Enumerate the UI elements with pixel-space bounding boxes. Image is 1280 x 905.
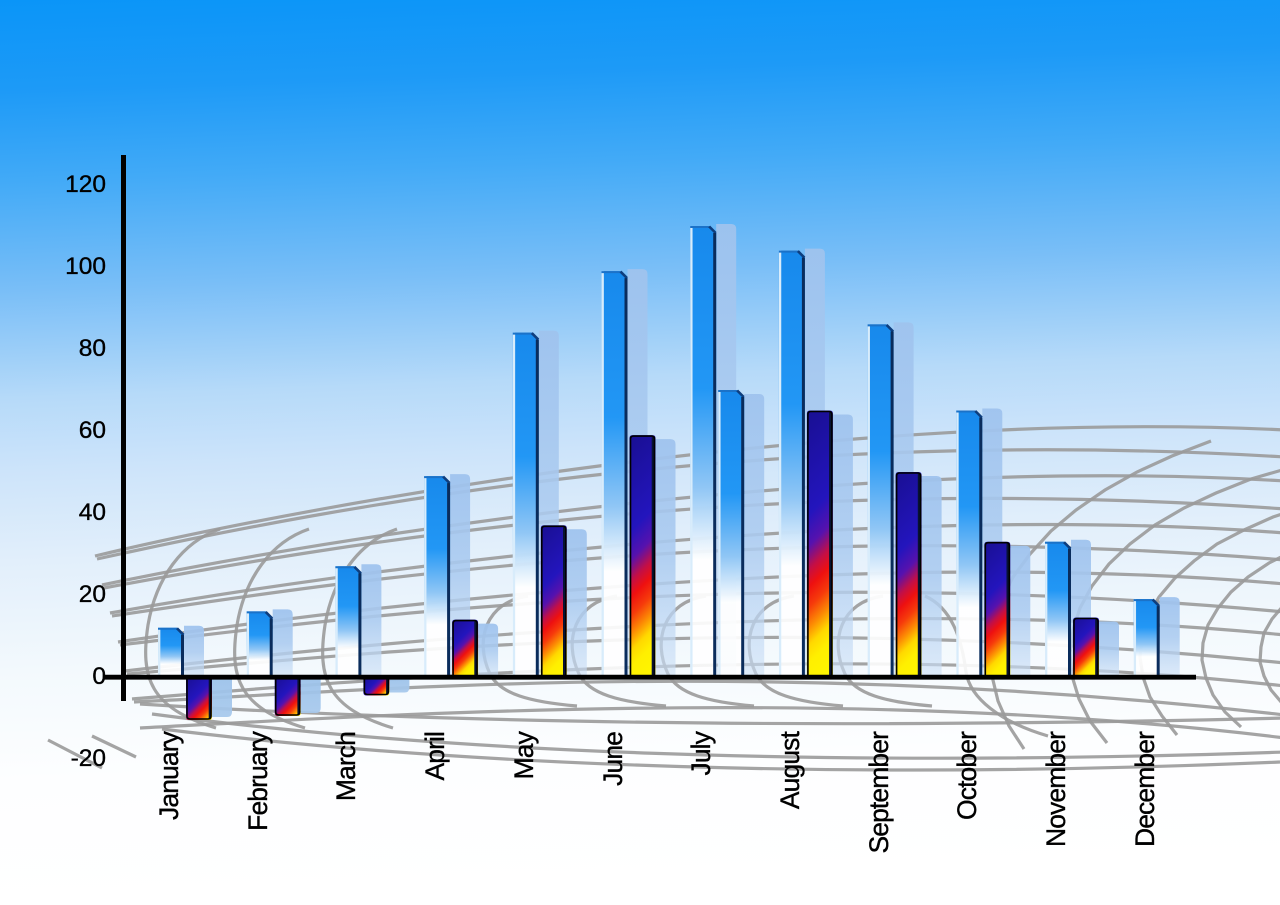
svg-text:October: October bbox=[952, 731, 982, 820]
svg-text:July: July bbox=[686, 730, 716, 775]
svg-text:60: 60 bbox=[79, 417, 106, 444]
svg-text:August: August bbox=[775, 730, 805, 809]
svg-text:September: September bbox=[864, 731, 894, 854]
svg-text:100: 100 bbox=[65, 253, 106, 280]
svg-text:January: January bbox=[154, 730, 184, 820]
svg-text:0: 0 bbox=[92, 663, 106, 690]
svg-text:March: March bbox=[331, 732, 361, 801]
svg-text:40: 40 bbox=[79, 499, 106, 526]
svg-text:20: 20 bbox=[79, 581, 106, 608]
svg-text:-20: -20 bbox=[71, 745, 106, 772]
svg-text:December: December bbox=[1130, 731, 1160, 847]
svg-text:May: May bbox=[509, 730, 539, 779]
svg-text:November: November bbox=[1041, 731, 1071, 847]
svg-text:June: June bbox=[598, 732, 628, 786]
svg-text:120: 120 bbox=[65, 171, 106, 198]
svg-text:80: 80 bbox=[79, 335, 106, 362]
svg-text:February: February bbox=[243, 730, 273, 830]
svg-text:April: April bbox=[420, 732, 450, 781]
